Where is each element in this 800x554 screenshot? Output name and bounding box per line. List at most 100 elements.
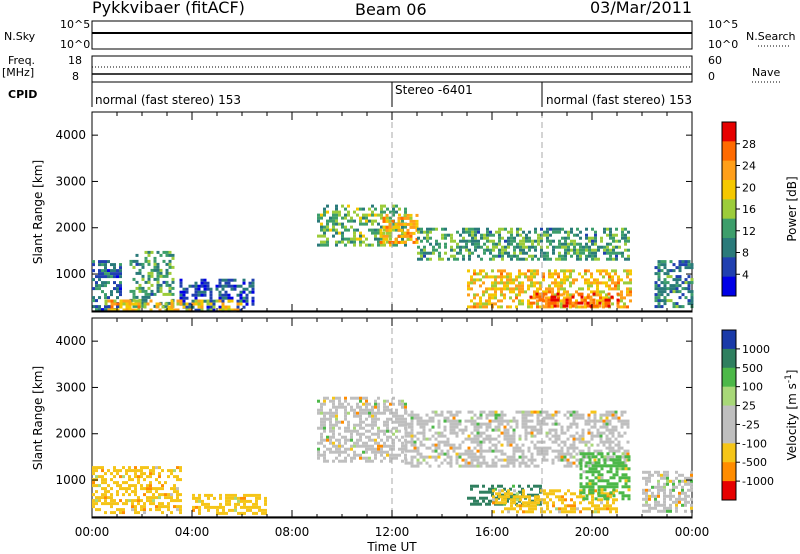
velocity-cell: [581, 428, 585, 432]
velocity-cell: [533, 443, 537, 447]
velocity-cell: [579, 458, 583, 462]
power-cell: [690, 263, 694, 267]
power-cell: [485, 299, 488, 303]
velocity-cell: [335, 414, 338, 418]
power-cell: [245, 299, 249, 303]
power-cell: [567, 242, 570, 246]
velocity-cell: [104, 481, 107, 485]
velocity-cell: [140, 508, 143, 512]
velocity-cell: [593, 425, 597, 429]
power-cell: [558, 242, 561, 246]
velocity-cell: [464, 461, 468, 465]
velocity-cell: [359, 417, 362, 421]
power-cell: [615, 227, 618, 231]
power-cell: [203, 281, 207, 285]
power-cell: [563, 269, 566, 273]
velocity-cell: [572, 422, 576, 426]
power-cell: [144, 259, 148, 263]
colorbar-tick-label: 12: [742, 225, 756, 238]
velocity-cell: [482, 410, 486, 414]
velocity-cell: [176, 487, 179, 491]
power-cell: [474, 230, 477, 234]
velocity-cell: [594, 497, 598, 501]
power-cell: [110, 302, 114, 306]
power-cell: [200, 281, 204, 285]
power-cell: [218, 296, 222, 300]
velocity-cell: [392, 411, 395, 415]
velocity-cell: [386, 399, 389, 403]
velocity-cell: [575, 425, 579, 429]
velocity-cell: [518, 434, 522, 438]
velocity-cell: [419, 425, 423, 429]
velocity-cell: [569, 461, 573, 465]
power-cell: [392, 228, 395, 232]
power-cell: [150, 292, 154, 296]
velocity-cell: [122, 487, 125, 491]
velocity-cell: [323, 459, 326, 463]
velocity-cell: [627, 497, 631, 501]
power-cell: [473, 296, 476, 300]
velocity-cell: [588, 467, 592, 471]
power-cell: [171, 256, 175, 260]
velocity-cell: [95, 490, 98, 494]
power-cell: [495, 242, 498, 246]
power-cell: [170, 308, 174, 312]
velocity-cell: [558, 489, 561, 493]
colorbar-tick-label: -25: [742, 418, 760, 431]
velocity-cell: [536, 440, 540, 444]
power-cell: [663, 278, 667, 282]
velocity-cell: [386, 444, 389, 448]
velocity-cell: [398, 417, 401, 421]
nsky-panel: [91, 20, 693, 50]
power-cell: [371, 204, 374, 208]
velocity-cell: [608, 446, 612, 450]
velocity-cell: [600, 467, 604, 471]
velocity-cell: [452, 413, 456, 417]
velocity-cell: [675, 485, 678, 489]
velocity-cell: [119, 469, 122, 473]
velocity-cell: [407, 413, 411, 417]
power-cell: [92, 299, 95, 303]
velocity-cell: [606, 504, 609, 508]
velocity-cell: [149, 499, 152, 503]
power-cell: [501, 248, 504, 252]
power-cell: [570, 227, 573, 231]
power-cell: [385, 234, 389, 238]
velocity-cell: [359, 423, 362, 427]
velocity-cell: [356, 402, 359, 406]
power-cell: [374, 219, 377, 223]
velocity-cell: [561, 507, 564, 511]
velocity-cell: [470, 484, 473, 488]
power-cell: [681, 263, 685, 267]
velocity-cell: [660, 503, 663, 507]
velocity-cell: [491, 449, 495, 453]
power-cell: [113, 275, 116, 279]
velocity-cell: [443, 458, 447, 462]
velocity-cell: [338, 444, 341, 448]
power-cell: [504, 227, 507, 231]
velocity-cell: [476, 437, 480, 441]
power-region: [417, 227, 630, 261]
velocity-cell: [446, 461, 450, 465]
velocity-cell: [575, 416, 579, 420]
velocity-cell: [338, 402, 341, 406]
velocity-cell: [488, 422, 492, 426]
velocity-cell: [192, 493, 195, 497]
velocity-cell: [566, 452, 570, 456]
velocity-cell: [608, 431, 612, 435]
velocity-cell: [377, 396, 380, 400]
power-cell: [104, 275, 107, 279]
velocity-cell: [651, 491, 654, 495]
power-cell: [492, 239, 495, 243]
velocity-cell: [449, 461, 453, 465]
velocity-cell: [576, 507, 579, 511]
velocity-cell: [473, 452, 477, 456]
velocity-cell: [491, 419, 495, 423]
power-cell: [492, 257, 495, 261]
velocity-cell: [219, 505, 222, 509]
power-cell: [583, 298, 587, 302]
velocity-cell: [407, 440, 411, 444]
power-cell: [406, 216, 410, 220]
power-cell: [197, 308, 201, 312]
